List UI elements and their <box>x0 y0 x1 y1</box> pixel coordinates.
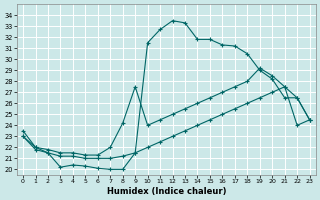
X-axis label: Humidex (Indice chaleur): Humidex (Indice chaleur) <box>107 187 226 196</box>
